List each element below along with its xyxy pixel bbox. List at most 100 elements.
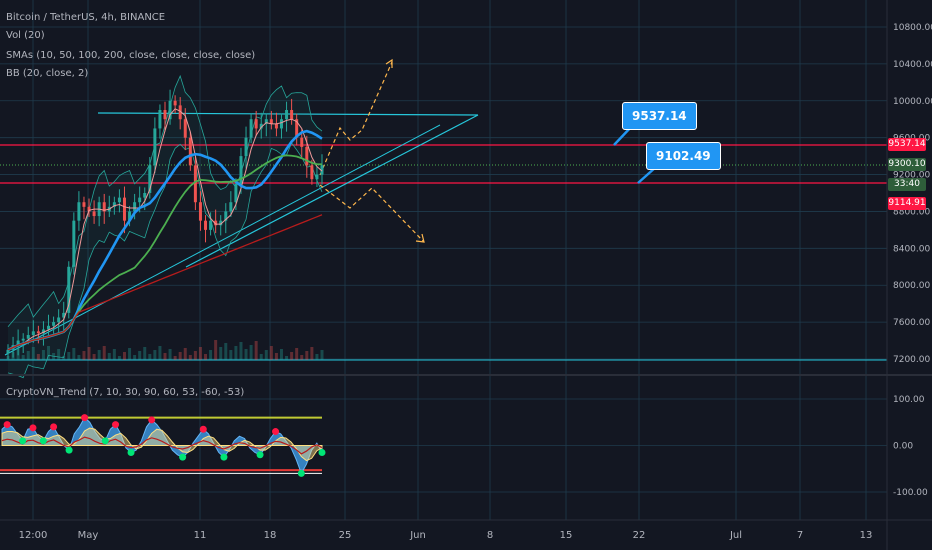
candle-body <box>21 338 25 341</box>
callout-lower-label[interactable]: 9102.49 <box>646 142 721 170</box>
volume-bar <box>315 354 319 360</box>
candle-body <box>158 110 162 129</box>
osc-peak-dot <box>50 423 58 431</box>
time-tick-label: 8 <box>487 530 493 541</box>
candle-body <box>204 220 208 230</box>
candle-body <box>249 119 253 138</box>
osc-peak-dot <box>112 421 120 429</box>
last-price-tag: 9300.10 <box>888 158 926 171</box>
candle-body <box>122 197 126 221</box>
candle-body <box>36 331 40 334</box>
candle-body <box>279 119 283 129</box>
candle-body <box>269 119 273 124</box>
candle-body <box>128 211 132 221</box>
osc-trough-dot <box>256 451 264 459</box>
volume-bar <box>198 347 202 360</box>
osc-peak-dot <box>3 421 11 429</box>
candle-body <box>234 183 238 203</box>
osc-peak-dot <box>199 425 207 433</box>
volume-bar <box>214 340 218 360</box>
volume-bar <box>148 354 152 360</box>
volume-bar <box>178 352 182 360</box>
symbol-legend[interactable]: Bitcoin / TetherUS, 4h, BINANCE <box>6 12 166 23</box>
candle-body <box>57 317 61 323</box>
candle-body <box>52 322 56 326</box>
volume-bar <box>320 350 324 360</box>
volume-bar <box>163 353 167 360</box>
sma-10-line <box>7 108 323 351</box>
candle-body <box>117 197 121 203</box>
candle-body <box>320 165 324 175</box>
moving-averages <box>7 108 323 351</box>
time-tick-label: 12:00 <box>19 530 48 541</box>
triangle-bottom-line[interactable] <box>185 114 479 268</box>
volume-bar <box>204 354 208 360</box>
osc-peak-dot <box>272 428 280 436</box>
volume-bar <box>224 343 228 360</box>
candle-body <box>178 105 182 120</box>
long-trendline[interactable] <box>4 124 441 356</box>
candle-body <box>102 202 106 212</box>
callout-upper-label[interactable]: 9537.14 <box>622 102 697 130</box>
volume-bar <box>264 350 268 360</box>
sma-legend[interactable]: SMAs (10, 50, 100, 200, close, close, cl… <box>6 50 256 61</box>
price-tick-label: 7200.00 <box>893 355 930 365</box>
candle-body <box>77 202 81 221</box>
volume-bar <box>107 353 111 360</box>
volume-bar <box>300 355 304 360</box>
volume-bar <box>31 347 35 360</box>
osc-tick-label: 0.00 <box>893 442 913 452</box>
candle-body <box>148 165 152 193</box>
candle-body <box>31 331 35 336</box>
volume-bar <box>173 356 177 360</box>
volume-bar <box>138 351 142 360</box>
candle-body <box>133 202 137 212</box>
volume-bar <box>97 350 101 360</box>
price-tick-label: 8800.00 <box>893 207 930 217</box>
countdown-tag: 33:40 <box>888 178 926 191</box>
bearish-projection-path[interactable] <box>319 184 425 243</box>
candle-body <box>254 119 258 129</box>
time-tick-label: 18 <box>264 530 277 541</box>
candle-body <box>229 202 233 212</box>
candle-body <box>310 165 314 180</box>
price-tick-label: 7600.00 <box>893 318 930 328</box>
volume-bar <box>183 348 187 360</box>
candle-body <box>274 123 278 129</box>
volume-bar <box>290 352 294 360</box>
candle-body <box>26 335 30 339</box>
candle-body <box>224 211 228 221</box>
candle-body <box>183 119 187 138</box>
osc-peak-dot <box>81 414 89 422</box>
volume-bar <box>279 349 283 360</box>
candle-body <box>6 349 10 354</box>
bullish-projection-path[interactable] <box>319 61 393 176</box>
candle-body <box>209 220 213 230</box>
volume-bar <box>57 349 61 360</box>
volume-bar <box>87 347 91 360</box>
candle-body <box>193 165 197 203</box>
drawing-layer[interactable] <box>0 58 887 361</box>
indicator-legend[interactable]: CryptoVN_Trend (7, 10, 30, 90, 60, 53, -… <box>6 387 245 398</box>
bearish-arrowhead <box>415 233 425 243</box>
volume-legend[interactable]: Vol (20) <box>6 30 45 41</box>
bollinger-legend[interactable]: BB (20, close, 2) <box>6 68 89 79</box>
osc-signal-line <box>1 436 323 455</box>
candle-body <box>290 110 294 120</box>
price-tick-label: 10400.00 <box>893 60 932 70</box>
candle-body <box>244 137 248 157</box>
price-tick-label: 10800.00 <box>893 23 932 33</box>
time-tick-label: 22 <box>633 530 646 541</box>
volume-bar <box>305 351 309 360</box>
osc-trough-dot <box>220 453 228 461</box>
volume-bar <box>168 349 172 360</box>
candle-body <box>300 137 304 147</box>
osc-trough-dot <box>39 437 47 445</box>
volume-bar <box>188 355 192 360</box>
volume-bar <box>128 348 132 360</box>
osc-trough-dot <box>318 448 326 456</box>
volume-bar <box>249 345 253 360</box>
candle-body <box>92 211 96 217</box>
